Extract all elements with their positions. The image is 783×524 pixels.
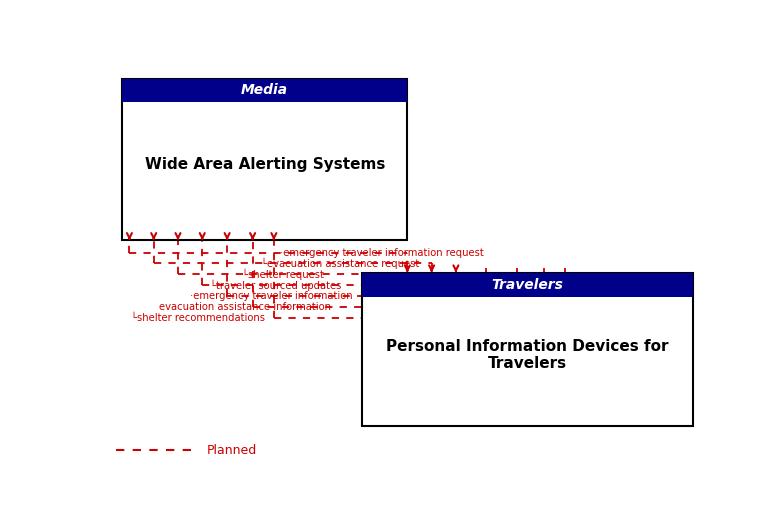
Text: └traveler sourced updates: └traveler sourced updates (210, 279, 341, 291)
Text: └shelter recommendations: └shelter recommendations (132, 313, 265, 323)
Bar (122, 79, 407, 241)
Bar (362, 272, 693, 426)
Text: evacuation assistance information: evacuation assistance information (158, 302, 330, 312)
Text: ·emergency traveler information request: ·emergency traveler information request (280, 247, 484, 257)
Text: ·emergency traveler information: ·emergency traveler information (190, 291, 352, 301)
Bar (122, 79, 407, 102)
Text: Planned: Planned (207, 444, 258, 457)
Text: Personal Information Devices for
Travelers: Personal Information Devices for Travele… (386, 339, 669, 372)
Text: Media: Media (241, 83, 288, 97)
Text: Wide Area Alerting Systems: Wide Area Alerting Systems (145, 157, 385, 171)
Bar (362, 272, 693, 297)
Text: └evacuation assistance request: └evacuation assistance request (261, 258, 419, 269)
Text: Travelers: Travelers (491, 278, 563, 292)
Text: └shelter request: └shelter request (242, 269, 324, 280)
